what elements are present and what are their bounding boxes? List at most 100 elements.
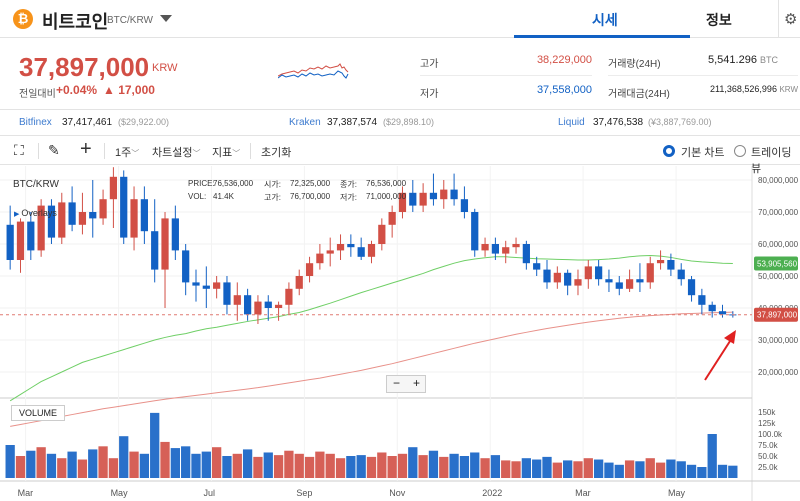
exchange-name-kraken[interactable]: Kraken bbox=[289, 117, 321, 128]
candle-body bbox=[646, 263, 654, 283]
info-close: 76,536,000 bbox=[366, 179, 407, 188]
candle-body bbox=[656, 260, 665, 264]
moving-average-short bbox=[10, 311, 733, 427]
volume-bar bbox=[139, 453, 150, 478]
candle-body bbox=[553, 272, 561, 283]
indicators-select[interactable]: 지표﹀ bbox=[212, 147, 241, 159]
volume-bar bbox=[439, 456, 449, 478]
info-close-label: 종가: bbox=[340, 180, 357, 189]
exchange-price: 37,387,574 bbox=[327, 117, 378, 128]
active-tab-indicator bbox=[514, 35, 690, 38]
candle-body bbox=[533, 263, 541, 270]
volume-bar bbox=[428, 450, 439, 478]
volume-bar bbox=[604, 462, 614, 478]
time-axis-label: May bbox=[668, 488, 686, 498]
candle-body bbox=[47, 205, 56, 238]
volume-bar bbox=[480, 458, 490, 478]
high-label: 고가 bbox=[420, 59, 439, 70]
chart-toolbar: ⛶ ✎ + 1주﹀ 차트설정﹀ 지표﹀ 초기화 기본 차트 트레이딩뷰 bbox=[0, 137, 800, 175]
exchange-name-liquid[interactable]: Liquid bbox=[558, 117, 585, 128]
zoom-in-button[interactable]: + bbox=[412, 376, 420, 390]
reset-button[interactable]: 초기화 bbox=[261, 147, 292, 159]
pair-dropdown-icon[interactable] bbox=[160, 15, 172, 22]
zoom-controls: − + bbox=[386, 375, 426, 393]
candle-body bbox=[16, 221, 25, 260]
period-select[interactable]: 1주﹀ bbox=[115, 147, 140, 159]
zoom-out-button[interactable]: − bbox=[392, 376, 400, 390]
time-axis-label: Jul bbox=[203, 488, 215, 498]
volume-bar bbox=[211, 447, 222, 478]
candle-body bbox=[140, 199, 148, 232]
volume-bar bbox=[532, 459, 542, 478]
volume-bar bbox=[366, 456, 377, 478]
draw-icon[interactable]: ✎ bbox=[48, 142, 60, 158]
basic-chart-radio[interactable] bbox=[663, 145, 675, 157]
volume-bar bbox=[88, 449, 98, 478]
candle-body bbox=[99, 199, 107, 219]
divider bbox=[608, 75, 798, 76]
volume-bar bbox=[697, 467, 707, 478]
time-axis-label: Mar bbox=[18, 488, 34, 498]
candle-body bbox=[440, 189, 448, 200]
overlays-toggle[interactable]: ▶ Overlays bbox=[14, 208, 57, 218]
basic-chart-label[interactable]: 기본 차트 bbox=[681, 147, 725, 159]
volume-bar bbox=[222, 456, 232, 478]
change-label: 전일대비 bbox=[19, 89, 56, 100]
volume-bar bbox=[573, 461, 583, 478]
time-axis-label: Nov bbox=[389, 488, 406, 498]
volume-bar bbox=[624, 460, 635, 478]
gear-icon: ⚙ bbox=[784, 11, 798, 28]
candle-body bbox=[58, 202, 66, 238]
chart-area[interactable]: 80,000,000 70,000,000 60,000,000 50,000,000… bbox=[0, 166, 800, 501]
amount-value: 211,368,526,996 KRW bbox=[710, 84, 798, 94]
header-bar: ₿ 비트코인 BTC/KRW 시세 정보 ⚙ bbox=[0, 0, 800, 38]
volume-value: 5,541.296 BTC bbox=[708, 54, 778, 66]
volume-bar bbox=[26, 450, 36, 478]
candle-body bbox=[398, 192, 407, 212]
candle-body bbox=[161, 218, 169, 270]
candle-body bbox=[336, 244, 345, 251]
tradingview-radio[interactable] bbox=[734, 145, 746, 157]
volume-bar bbox=[563, 460, 573, 478]
candle-body bbox=[667, 260, 675, 270]
volume-bar bbox=[273, 455, 284, 478]
candle-body bbox=[78, 212, 87, 225]
ma-value-tag-text: 53,905,560 bbox=[757, 260, 798, 269]
candle-body bbox=[130, 199, 138, 238]
info-vol: 41.4K bbox=[213, 192, 234, 201]
current-price: 37,897,000 bbox=[19, 52, 150, 82]
tradingview-label[interactable]: 트레이딩뷰 bbox=[751, 147, 792, 175]
volume-bar bbox=[57, 458, 67, 478]
candle-body bbox=[68, 202, 76, 225]
candle-body bbox=[625, 279, 634, 289]
candle-body bbox=[491, 244, 500, 254]
settings-button[interactable]: ⚙ bbox=[778, 0, 800, 38]
high-value: 38,229,000 bbox=[536, 54, 592, 66]
divider bbox=[104, 143, 105, 159]
volume-bar bbox=[253, 456, 263, 478]
time-axis-label: 2022 bbox=[482, 488, 502, 498]
candlestick-chart[interactable]: 80,000,000 70,000,000 60,000,000 50,000,000… bbox=[0, 166, 800, 501]
info-price: 76,536,000 bbox=[213, 179, 254, 188]
volume-bar bbox=[387, 456, 397, 478]
volume-axis-label: 75.0k bbox=[758, 441, 779, 450]
volume-axis-label: 100.0k bbox=[758, 430, 783, 439]
volume-bar bbox=[377, 452, 387, 478]
volume-bar bbox=[490, 455, 501, 478]
candle-body bbox=[522, 244, 530, 264]
tab-info[interactable]: 정보 bbox=[706, 12, 732, 28]
volume-axis-label: 50.0k bbox=[758, 452, 779, 461]
crosshair-icon[interactable]: + bbox=[80, 138, 92, 160]
volume-bar bbox=[449, 453, 459, 478]
exchange-name-bitfinex[interactable]: Bitfinex bbox=[19, 117, 52, 128]
candle-body bbox=[718, 311, 727, 315]
candle-body bbox=[223, 282, 231, 305]
volume-bar bbox=[242, 449, 253, 478]
volume-bar bbox=[346, 456, 356, 478]
fullscreen-icon[interactable]: ⛶ bbox=[14, 142, 24, 158]
tab-market[interactable]: 시세 bbox=[592, 12, 618, 28]
chart-settings-select[interactable]: 차트설정﹀ bbox=[152, 147, 201, 159]
candle-body bbox=[243, 295, 252, 315]
volume-bar bbox=[15, 456, 26, 478]
ma-value-tag bbox=[754, 256, 798, 271]
